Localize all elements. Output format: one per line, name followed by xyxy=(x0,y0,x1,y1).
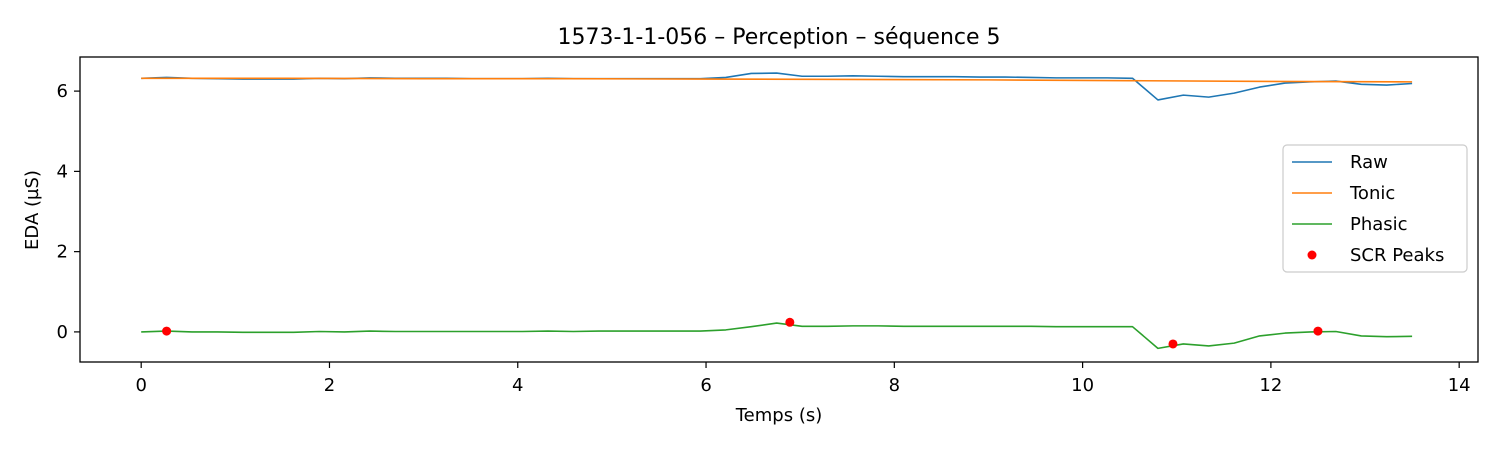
y-axis-ticks: 0 2 4 6 xyxy=(57,81,80,343)
x-axis-ticks: 0 2 4 6 8 10 12 14 xyxy=(135,362,1471,396)
y-tick-label: 2 xyxy=(57,242,68,263)
y-tick-label: 4 xyxy=(57,161,68,182)
scr-peak-point xyxy=(1313,326,1323,336)
x-tick-label: 2 xyxy=(324,375,335,396)
plot-area xyxy=(141,72,1413,350)
scr-peak-point xyxy=(785,317,795,327)
scr-peak-point xyxy=(162,326,172,336)
x-tick-label: 10 xyxy=(1071,375,1094,396)
peaks-layer xyxy=(162,317,1323,349)
series-layer xyxy=(141,72,1413,350)
x-tick-label: 4 xyxy=(512,375,523,396)
chart-title: 1573-1-1-056 – Perception – séquence 5 xyxy=(557,25,1000,50)
x-tick-label: 8 xyxy=(889,375,900,396)
legend-label-scr-peaks: SCR Peaks xyxy=(1350,245,1444,266)
y-tick-label: 6 xyxy=(57,81,68,102)
legend-label-tonic: Tonic xyxy=(1349,183,1395,204)
x-tick-label: 12 xyxy=(1259,375,1282,396)
x-tick-label: 0 xyxy=(135,375,146,396)
x-tick-label: 14 xyxy=(1448,375,1471,396)
y-axis-label: EDA (µS) xyxy=(22,170,43,250)
legend-swatch-scr-peaks xyxy=(1307,250,1317,260)
scr-peak-point xyxy=(1168,339,1178,349)
legend: Raw Tonic Phasic SCR Peaks xyxy=(1282,144,1468,273)
axes-frame xyxy=(79,56,1479,363)
legend-label-phasic: Phasic xyxy=(1350,214,1408,235)
y-tick-label: 0 xyxy=(57,322,68,343)
x-axis-label: Temps (s) xyxy=(735,405,823,426)
legend-box xyxy=(1282,144,1468,273)
x-tick-label: 6 xyxy=(700,375,711,396)
series-line-phasic xyxy=(141,322,1413,350)
legend-label-raw: Raw xyxy=(1350,152,1388,173)
series-line-tonic xyxy=(141,77,1413,83)
